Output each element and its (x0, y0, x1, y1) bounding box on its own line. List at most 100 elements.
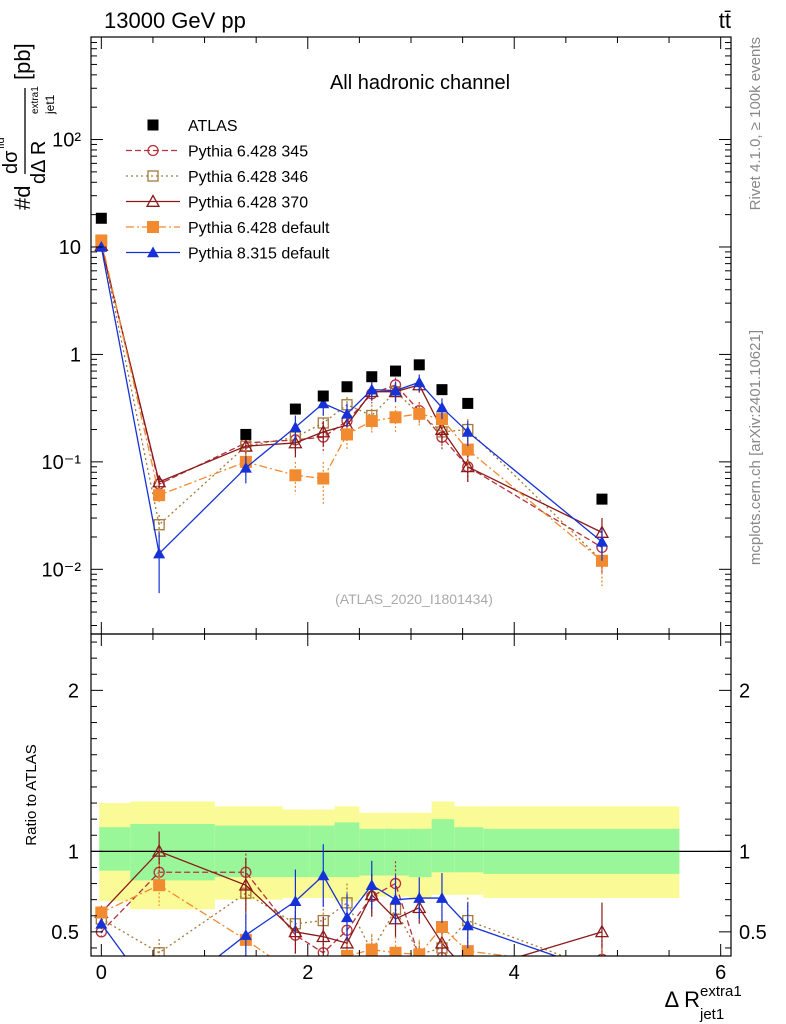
legend-label-p345: Pythia 6.428 345 (188, 144, 308, 161)
ratio-point-p370 (434, 935, 450, 949)
x-axis-label: Δ R extra1 jet1 (665, 983, 742, 1023)
axes: 0 2 4 6 10⁻² 10⁻¹ 1 10 10² 0.5 0.5 1 1 2 2 (42, 36, 767, 984)
process-label: tt̄ (719, 8, 731, 33)
ratio-point-p8def (413, 892, 426, 903)
main-ylabel: #d dσ fid dΔ R jet1 extra1 [pb] (0, 43, 57, 210)
point-p6def (153, 489, 166, 502)
ratio-point-p370 (339, 935, 355, 949)
main-panel (94, 212, 610, 594)
point-atlas (95, 212, 107, 224)
xlabel-main: Δ R (665, 987, 700, 1012)
point-atlas (413, 359, 425, 371)
y-tick-label: 10 (59, 237, 81, 259)
ratio-band-inner (431, 819, 455, 873)
ratio-line-p345 (100, 871, 420, 956)
point-p6def (365, 415, 378, 428)
ratio-point-p6def (389, 946, 402, 956)
ratio-point-p346 (153, 947, 165, 956)
ratio-point-p6def (435, 921, 448, 934)
ratio-point-p8def (365, 879, 378, 890)
x-tick-label: 4 (509, 962, 520, 984)
legend-marker-p8def (147, 246, 159, 258)
point-p6def (389, 411, 402, 424)
ratio-band-inner (384, 828, 409, 876)
point-atlas (436, 384, 448, 396)
ratio-point-p8def (289, 895, 302, 907)
ylabel-top-sup: fid (0, 137, 7, 149)
point-p6def (289, 469, 302, 482)
ylabel-bottom-sup: extra1 (30, 86, 41, 114)
ratio-point-p370 (238, 877, 253, 891)
legend-label-atlas: ATLAS (188, 118, 238, 135)
point-p8def (153, 547, 166, 559)
rivet-label: Rivet 4.1.0, ≥ 100k events (747, 37, 764, 210)
ratio-tick-label-right: 1 (739, 841, 750, 863)
x-tick-label: 2 (302, 962, 313, 984)
mcplots-label: mcplots.cern.ch [arXiv:2401.10621] (747, 330, 764, 565)
legend-label-p346: Pythia 6.428 346 (188, 169, 308, 186)
point-atlas (289, 403, 301, 415)
ratio-point-p370 (594, 924, 610, 938)
point-p6def (317, 472, 330, 485)
y-tick-label: 10⁻² (42, 559, 82, 581)
xlabel-sub: jet1 (699, 1006, 724, 1023)
point-atlas (596, 493, 608, 505)
point-p8def (317, 397, 330, 409)
point-p6def (461, 443, 474, 456)
series-line-p345 (100, 244, 603, 548)
ratio-band-inner (130, 823, 215, 881)
point-p370 (460, 459, 475, 473)
ratio-tick-label-right: 0.5 (739, 922, 767, 944)
ratio-point-p6def (413, 948, 426, 956)
x-tick-label: 0 (96, 962, 107, 984)
point-p6def (413, 407, 426, 420)
ratio-point-p6def (95, 906, 108, 919)
y-tick-label: 1 (70, 344, 81, 366)
point-p8def (435, 401, 448, 413)
legend-label-p6def: Pythia 6.428 default (188, 220, 330, 237)
point-p370 (288, 435, 303, 449)
point-atlas (240, 428, 252, 440)
point-p8def (341, 407, 353, 419)
x-tick-label: 6 (715, 962, 726, 984)
ratio-point-p8def (239, 929, 252, 940)
ratio-point-p370 (288, 924, 303, 938)
ratio-point-p8def (389, 893, 402, 905)
legend-marker-p345 (147, 144, 159, 157)
ylabel-bottom: dΔ R (28, 141, 50, 184)
series-line-p370 (100, 245, 603, 534)
ylabel-bottom-sub: jet1 (43, 94, 57, 115)
series-line-p346 (100, 242, 603, 562)
y-tick-label: 10² (52, 130, 81, 152)
channel-label: All hadronic channel (330, 72, 510, 94)
legend: ATLAS Pythia 6.428 345 Pythia 6.428 346 Pyt… (126, 118, 330, 263)
ylabel-top: dσ (0, 150, 22, 174)
point-p8def (289, 421, 302, 433)
point-p8def (461, 425, 474, 437)
ratio-point-p8def (341, 911, 353, 923)
legend-marker-p370 (145, 194, 161, 207)
point-p8def (239, 461, 252, 473)
ratio-tick-label-left: 2 (68, 680, 79, 702)
analysis-label: (ATLAS_2020_I1801434) (335, 591, 493, 607)
y-tick-label: 10⁻¹ (42, 452, 82, 474)
point-p6def (341, 428, 353, 441)
ratio-ylabel: Ratio to ATLAS (23, 744, 40, 845)
ratio-tick-label-left: 1 (68, 841, 79, 863)
ratio-band-inner (99, 827, 131, 871)
point-p8def (413, 376, 426, 388)
point-atlas (462, 397, 474, 409)
ratio-panel (91, 801, 731, 956)
ylabel-unit: [pb] (10, 43, 35, 80)
ylabel-d: #d (10, 186, 35, 210)
ratio-point-p6def (341, 950, 353, 956)
xlabel-sup: extra1 (700, 983, 742, 1000)
point-p370 (434, 422, 450, 435)
legend-marker-p6def (147, 221, 159, 233)
legend-marker-atlas (147, 119, 159, 131)
ratio-point-p370 (316, 929, 331, 943)
point-p370 (316, 424, 331, 438)
point-p8def (365, 383, 378, 395)
ratio-point-p8def (461, 919, 474, 931)
